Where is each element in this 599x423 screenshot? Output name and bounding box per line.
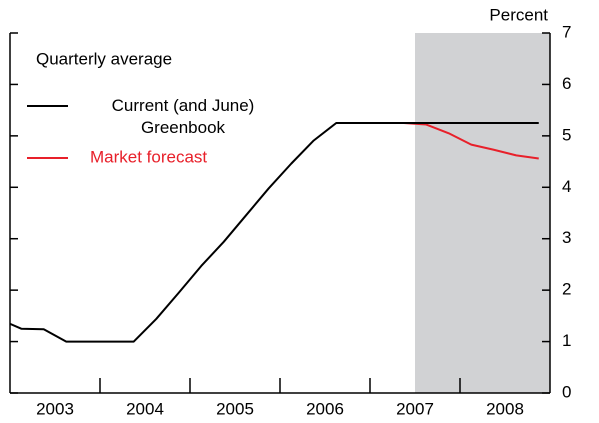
- shaded-region: [415, 33, 550, 393]
- x-tick-label: 2005: [216, 399, 254, 418]
- x-tick-label: 2006: [306, 399, 344, 418]
- legend-label: Market forecast: [90, 147, 207, 166]
- y-tick-label: 3: [562, 228, 571, 247]
- y-tick-label: 2: [562, 280, 571, 299]
- y-tick-label: 7: [562, 22, 571, 41]
- series-line: [403, 122, 539, 160]
- y-axis-label: Percent: [489, 5, 548, 24]
- plot-lines: [10, 122, 539, 343]
- x-tick-label: 2003: [36, 399, 74, 418]
- y-tick-label: 1: [562, 331, 571, 350]
- y-tick-label: 4: [562, 177, 571, 196]
- series-line: [10, 122, 539, 343]
- y-tick-label: 6: [562, 74, 571, 93]
- x-tick-label: 2008: [486, 399, 524, 418]
- y-tick-label: 0: [562, 382, 571, 401]
- legend-label: Current (and June) Greenbook: [111, 96, 255, 137]
- legend-title: Quarterly average: [36, 49, 172, 68]
- x-tick-label: 2007: [396, 399, 434, 418]
- y-tick-label: 5: [562, 125, 571, 144]
- x-tick-label: 2004: [126, 399, 164, 418]
